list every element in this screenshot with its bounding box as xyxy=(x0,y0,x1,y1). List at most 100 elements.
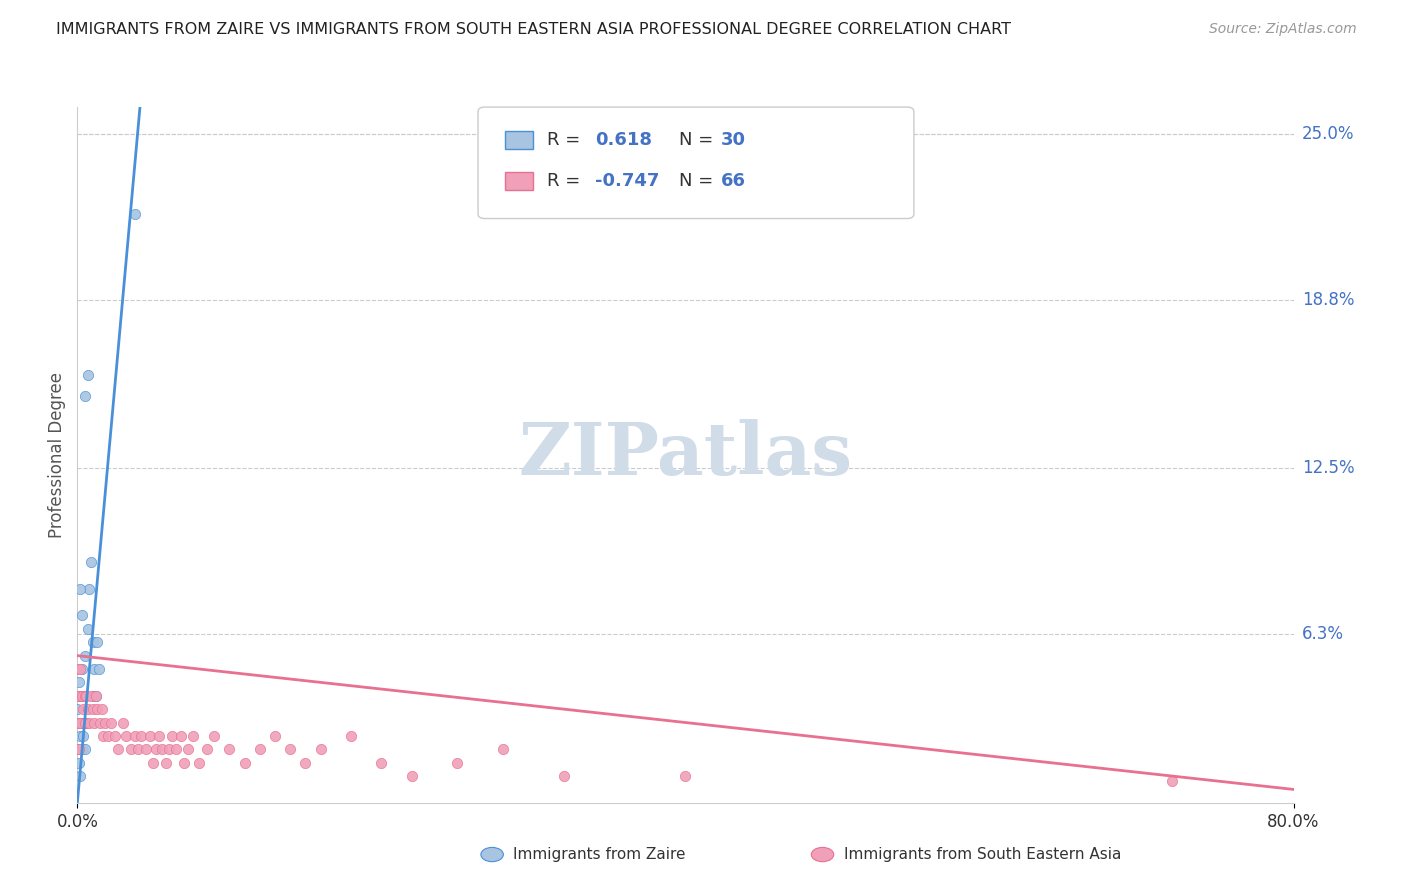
Point xyxy=(124,729,146,743)
Text: 6.3%: 6.3% xyxy=(1302,625,1344,643)
Point xyxy=(115,729,138,743)
Point xyxy=(69,689,91,703)
Point xyxy=(73,689,96,703)
Point xyxy=(70,608,93,623)
Point xyxy=(91,729,114,743)
Text: 18.8%: 18.8% xyxy=(1302,291,1354,309)
Point xyxy=(157,742,180,756)
Point xyxy=(73,389,96,403)
Point xyxy=(107,742,129,756)
Point xyxy=(67,756,90,770)
Point xyxy=(70,715,93,730)
Point xyxy=(75,715,97,730)
Text: 12.5%: 12.5% xyxy=(1302,459,1354,477)
Point xyxy=(173,756,195,770)
Point xyxy=(97,729,120,743)
Point xyxy=(79,715,101,730)
Point xyxy=(181,729,204,743)
Point xyxy=(84,689,107,703)
Point xyxy=(264,729,287,743)
Point xyxy=(66,742,89,756)
Point xyxy=(69,769,91,783)
Point xyxy=(1161,774,1184,789)
Point xyxy=(148,729,170,743)
Point xyxy=(75,689,97,703)
Text: R =: R = xyxy=(547,131,586,149)
Point xyxy=(69,715,91,730)
Text: Immigrants from Zaire: Immigrants from Zaire xyxy=(513,847,686,862)
Point xyxy=(73,742,96,756)
Point xyxy=(80,555,103,569)
Point xyxy=(67,742,90,756)
Point xyxy=(675,769,697,783)
Point xyxy=(90,702,112,716)
Point xyxy=(77,368,100,382)
Point xyxy=(82,702,104,716)
Point xyxy=(104,729,127,743)
Text: 30: 30 xyxy=(721,131,747,149)
Point xyxy=(195,742,218,756)
Y-axis label: Professional Degree: Professional Degree xyxy=(48,372,66,538)
Text: -0.747: -0.747 xyxy=(595,172,659,190)
Point xyxy=(69,582,91,596)
Point xyxy=(89,715,111,730)
Text: Source: ZipAtlas.com: Source: ZipAtlas.com xyxy=(1209,22,1357,37)
Text: 25.0%: 25.0% xyxy=(1302,125,1354,143)
Point xyxy=(139,729,162,743)
Point xyxy=(77,622,100,636)
Point xyxy=(69,662,91,676)
Text: Immigrants from South Eastern Asia: Immigrants from South Eastern Asia xyxy=(844,847,1121,862)
Text: IMMIGRANTS FROM ZAIRE VS IMMIGRANTS FROM SOUTH EASTERN ASIA PROFESSIONAL DEGREE : IMMIGRANTS FROM ZAIRE VS IMMIGRANTS FROM… xyxy=(56,22,1011,37)
Point xyxy=(86,702,108,716)
Point xyxy=(70,662,93,676)
Point xyxy=(278,742,301,756)
Text: N =: N = xyxy=(679,131,718,149)
Point xyxy=(177,742,200,756)
Point xyxy=(93,715,115,730)
Point xyxy=(188,756,211,770)
Point xyxy=(160,729,183,743)
Point xyxy=(70,742,93,756)
Point xyxy=(202,729,225,743)
Point xyxy=(72,702,94,716)
Point xyxy=(69,729,91,743)
Point xyxy=(553,769,575,783)
Point xyxy=(492,742,515,756)
Point xyxy=(67,689,90,703)
Point xyxy=(120,742,142,756)
Point xyxy=(100,715,122,730)
Point xyxy=(66,715,89,730)
Point xyxy=(72,729,94,743)
Point xyxy=(111,715,134,730)
Point xyxy=(135,742,157,756)
Point xyxy=(67,715,90,730)
Point xyxy=(79,582,101,596)
Point xyxy=(70,689,93,703)
Point xyxy=(446,756,468,770)
Point xyxy=(249,742,271,756)
Text: 0.618: 0.618 xyxy=(595,131,652,149)
Point xyxy=(87,662,110,676)
Point xyxy=(83,662,105,676)
Point xyxy=(77,702,100,716)
Point xyxy=(82,689,104,703)
Point xyxy=(83,715,105,730)
Text: ZIPatlas: ZIPatlas xyxy=(519,419,852,491)
Point xyxy=(66,662,89,676)
Point xyxy=(67,675,90,690)
Point xyxy=(73,648,96,663)
Point xyxy=(170,729,193,743)
Text: 66: 66 xyxy=(721,172,747,190)
Text: N =: N = xyxy=(679,172,718,190)
Point xyxy=(218,742,240,756)
Point xyxy=(72,689,94,703)
Point xyxy=(233,756,256,770)
Point xyxy=(66,689,89,703)
Point xyxy=(124,207,146,221)
Point xyxy=(152,742,174,756)
Point xyxy=(80,689,103,703)
Text: R =: R = xyxy=(547,172,586,190)
Point xyxy=(142,756,165,770)
Point xyxy=(340,729,363,743)
Point xyxy=(309,742,332,756)
